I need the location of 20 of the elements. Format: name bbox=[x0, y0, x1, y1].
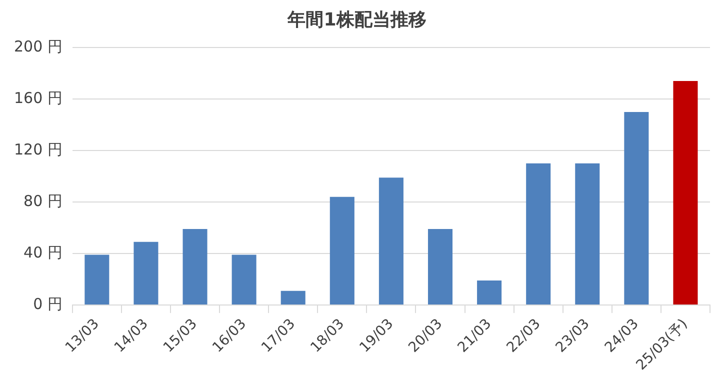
bar bbox=[526, 163, 551, 304]
y-tick-label: 200 円 bbox=[14, 37, 62, 56]
y-tick-label: 40 円 bbox=[24, 243, 62, 262]
bar bbox=[280, 290, 306, 304]
bar bbox=[673, 81, 698, 304]
y-tick-label: 120 円 bbox=[14, 140, 62, 158]
y-tick-label: 80 円 bbox=[24, 192, 62, 210]
bar bbox=[428, 229, 453, 304]
bar bbox=[477, 280, 502, 304]
bar bbox=[232, 254, 256, 304]
bar bbox=[330, 196, 354, 304]
y-tick-label: 160 円 bbox=[14, 88, 62, 107]
bar bbox=[134, 242, 158, 304]
chart-title: 年間1株配当推移 bbox=[286, 9, 426, 30]
bar bbox=[378, 178, 404, 304]
bar bbox=[624, 112, 649, 304]
y-tick-label: 0 円 bbox=[33, 294, 62, 313]
bar bbox=[182, 229, 208, 304]
bar bbox=[84, 254, 110, 304]
bar bbox=[575, 163, 600, 304]
